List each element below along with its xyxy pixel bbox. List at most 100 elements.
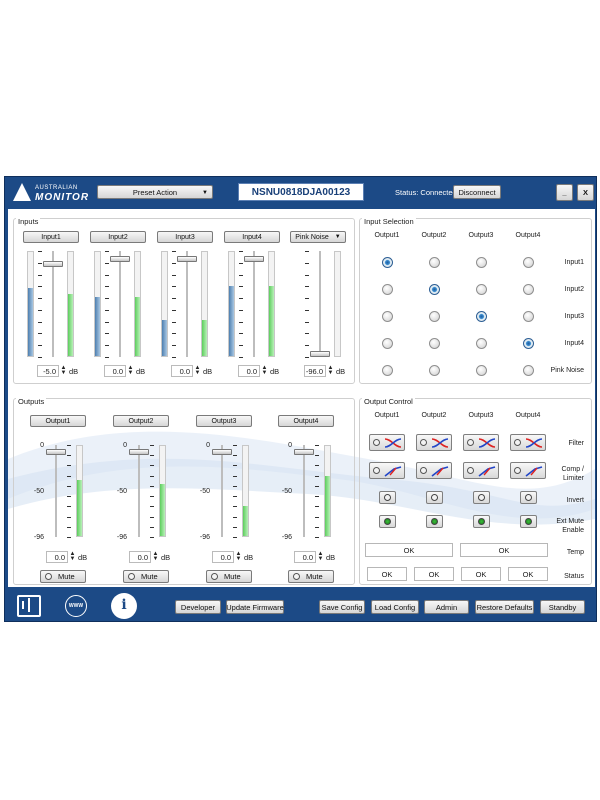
ext-mute-enable-button[interactable] xyxy=(426,515,443,528)
info-icon[interactable]: i xyxy=(111,593,137,619)
input-gain-field[interactable]: 0.0 ▲ ▼ dB xyxy=(104,365,145,377)
admin-button[interactable]: Admin xyxy=(424,600,469,614)
output-1-mute-button[interactable]: Mute xyxy=(40,570,86,583)
input-3-button[interactable]: Input3 xyxy=(157,231,213,243)
route-radio[interactable] xyxy=(476,311,487,322)
output-gain-field[interactable]: 0.0 ▲ ▼ dB xyxy=(46,551,87,563)
fader-knob[interactable] xyxy=(294,449,314,456)
stepper-icon[interactable]: ▲ ▼ xyxy=(327,365,334,376)
output-fader[interactable] xyxy=(129,445,149,537)
input-gain-field[interactable]: 0.0 ▲ ▼ dB xyxy=(171,365,212,377)
standby-button[interactable]: Standby xyxy=(540,600,585,614)
route-radio[interactable] xyxy=(476,338,487,349)
input-fader[interactable] xyxy=(177,251,197,357)
update-firmware-button[interactable]: Update Firmware xyxy=(226,600,284,614)
comp-limiter-button[interactable] xyxy=(369,462,405,479)
fader-knob[interactable] xyxy=(177,256,197,262)
invert-button[interactable] xyxy=(426,491,443,504)
ext-mute-enable-button[interactable] xyxy=(520,515,537,528)
filter-button[interactable] xyxy=(416,434,452,451)
route-radio[interactable] xyxy=(382,284,393,295)
manual-book-icon[interactable] xyxy=(17,595,41,617)
route-radio[interactable] xyxy=(382,365,393,376)
stepper-icon[interactable]: ▲ ▼ xyxy=(60,365,67,376)
gain-value[interactable]: -5.0 xyxy=(37,365,59,377)
output-gain-field[interactable]: 0.0 ▲ ▼ dB xyxy=(294,551,335,563)
stepper-icon[interactable]: ▲ ▼ xyxy=(235,551,242,562)
stepper-icon[interactable]: ▲ ▼ xyxy=(152,551,159,562)
route-radio[interactable] xyxy=(429,257,440,268)
gain-value[interactable]: -96.0 xyxy=(304,365,326,377)
input-gain-field[interactable]: 0.0 ▲ ▼ dB xyxy=(238,365,279,377)
output-gain-field[interactable]: 0.0 ▲ ▼ dB xyxy=(212,551,253,563)
fader-knob[interactable] xyxy=(129,449,149,456)
fader-knob[interactable] xyxy=(110,256,130,262)
route-radio[interactable] xyxy=(429,365,440,376)
input-1-button[interactable]: Input1 xyxy=(23,231,79,243)
output-gain-field[interactable]: 0.0 ▲ ▼ dB xyxy=(129,551,170,563)
input-gain-field[interactable]: -5.0 ▲ ▼ dB xyxy=(37,365,78,377)
route-radio[interactable] xyxy=(476,365,487,376)
developer-button[interactable]: Developer xyxy=(175,600,221,614)
invert-button[interactable] xyxy=(473,491,490,504)
route-radio[interactable] xyxy=(429,338,440,349)
minimize-button[interactable]: _ xyxy=(556,184,573,201)
route-radio[interactable] xyxy=(523,284,534,295)
save-config-button[interactable]: Save Config xyxy=(319,600,365,614)
output-4-button[interactable]: Output4 xyxy=(278,415,334,427)
ext-mute-enable-button[interactable] xyxy=(379,515,396,528)
output-2-button[interactable]: Output2 xyxy=(113,415,169,427)
route-radio[interactable] xyxy=(523,257,534,268)
filter-button[interactable] xyxy=(369,434,405,451)
fader-knob[interactable] xyxy=(244,256,264,262)
fader-knob[interactable] xyxy=(310,351,330,357)
input-fader[interactable] xyxy=(43,251,63,357)
route-radio[interactable] xyxy=(429,284,440,295)
input-gain-field[interactable]: -96.0 ▲ ▼ dB xyxy=(304,365,345,377)
route-radio[interactable] xyxy=(523,365,534,376)
input-5-button[interactable]: Pink Noise ▼ xyxy=(290,231,346,243)
ext-mute-enable-button[interactable] xyxy=(473,515,490,528)
disconnect-button[interactable]: Disconnect xyxy=(453,185,501,199)
input-fader[interactable] xyxy=(110,251,130,357)
output-3-button[interactable]: Output3 xyxy=(196,415,252,427)
fader-knob[interactable] xyxy=(43,261,63,267)
restore-defaults-button[interactable]: Restore Defaults xyxy=(475,600,534,614)
gain-value[interactable]: 0.0 xyxy=(104,365,126,377)
close-button[interactable]: X xyxy=(577,184,594,201)
stepper-icon[interactable]: ▲ ▼ xyxy=(194,365,201,376)
stepper-icon[interactable]: ▲ ▼ xyxy=(127,365,134,376)
filter-button[interactable] xyxy=(463,434,499,451)
input-4-button[interactable]: Input4 xyxy=(224,231,280,243)
invert-button[interactable] xyxy=(520,491,537,504)
comp-limiter-button[interactable] xyxy=(510,462,546,479)
route-radio[interactable] xyxy=(476,257,487,268)
input-fader[interactable] xyxy=(310,251,330,357)
output-1-button[interactable]: Output1 xyxy=(30,415,86,427)
gain-value[interactable]: 0.0 xyxy=(171,365,193,377)
stepper-icon[interactable]: ▲ ▼ xyxy=(317,551,324,562)
route-radio[interactable] xyxy=(523,311,534,322)
gain-value[interactable]: 0.0 xyxy=(46,551,68,563)
fader-knob[interactable] xyxy=(212,449,232,456)
gain-value[interactable]: 0.0 xyxy=(294,551,316,563)
fader-knob[interactable] xyxy=(46,449,66,456)
invert-button[interactable] xyxy=(379,491,396,504)
comp-limiter-button[interactable] xyxy=(463,462,499,479)
output-fader[interactable] xyxy=(212,445,232,537)
preset-action-dropdown[interactable]: Preset Action ▼ xyxy=(97,185,213,199)
website-globe-icon[interactable]: WWW xyxy=(65,595,87,617)
output-4-mute-button[interactable]: Mute xyxy=(288,570,334,583)
route-radio[interactable] xyxy=(382,311,393,322)
output-fader[interactable] xyxy=(294,445,314,537)
gain-value[interactable]: 0.0 xyxy=(238,365,260,377)
route-radio[interactable] xyxy=(382,338,393,349)
comp-limiter-button[interactable] xyxy=(416,462,452,479)
gain-value[interactable]: 0.0 xyxy=(212,551,234,563)
output-fader[interactable] xyxy=(46,445,66,537)
load-config-button[interactable]: Load Config xyxy=(371,600,419,614)
gain-value[interactable]: 0.0 xyxy=(129,551,151,563)
output-2-mute-button[interactable]: Mute xyxy=(123,570,169,583)
input-2-button[interactable]: Input2 xyxy=(90,231,146,243)
filter-button[interactable] xyxy=(510,434,546,451)
